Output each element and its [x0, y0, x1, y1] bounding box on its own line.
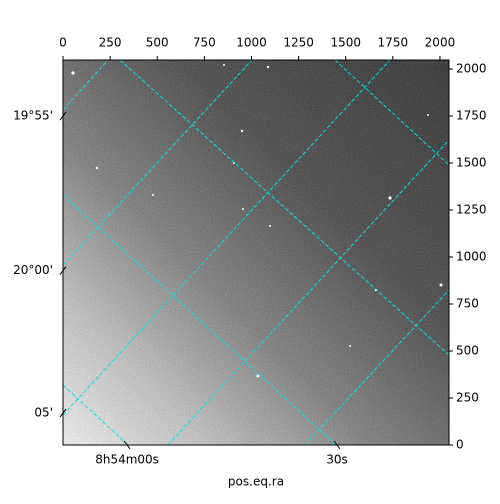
frame: [62, 59, 450, 446]
coordinate-grid: [63, 60, 449, 445]
right-tick-label: 500: [456, 344, 479, 358]
top-tick-label: 1000: [236, 36, 267, 50]
bottom-tick-label: 30s: [326, 453, 348, 467]
right-tick-label: 1250: [456, 203, 487, 217]
top-tick-label: 0: [59, 36, 67, 50]
x-axis-label: pos.eq.ra: [228, 475, 284, 489]
top-tick-label: 2000: [425, 36, 456, 50]
stars: [71, 64, 443, 378]
left-tick-label: 20°00': [13, 263, 53, 277]
right-tick-label: 1500: [456, 156, 487, 170]
left-tick: [59, 266, 67, 275]
top-tick-label: 1500: [330, 36, 361, 50]
bottom-tick: [123, 440, 131, 450]
top-tick-label: 750: [193, 36, 216, 50]
top-tick-label: 500: [146, 36, 169, 50]
right-tick-label: 750: [456, 297, 479, 311]
top-tick-label: 250: [99, 36, 122, 50]
left-tick: [59, 408, 67, 418]
top-tick-label: 1750: [378, 36, 409, 50]
right-tick-label: 1750: [456, 109, 487, 123]
bottom-tick-label: 8h54m00s: [95, 453, 159, 467]
top-tick-label: 1250: [283, 36, 314, 50]
right-tick-label: 250: [456, 391, 479, 405]
left-tick-label: 05': [34, 406, 53, 420]
left-tick: [59, 111, 67, 121]
left-tick-label: 19°55': [13, 109, 53, 123]
bottom-tick: [333, 440, 341, 450]
image: [63, 60, 449, 445]
right-tick-label: 1000: [456, 250, 487, 264]
right-tick-label: 2000: [456, 62, 487, 76]
right-tick-label: 0: [456, 438, 464, 452]
